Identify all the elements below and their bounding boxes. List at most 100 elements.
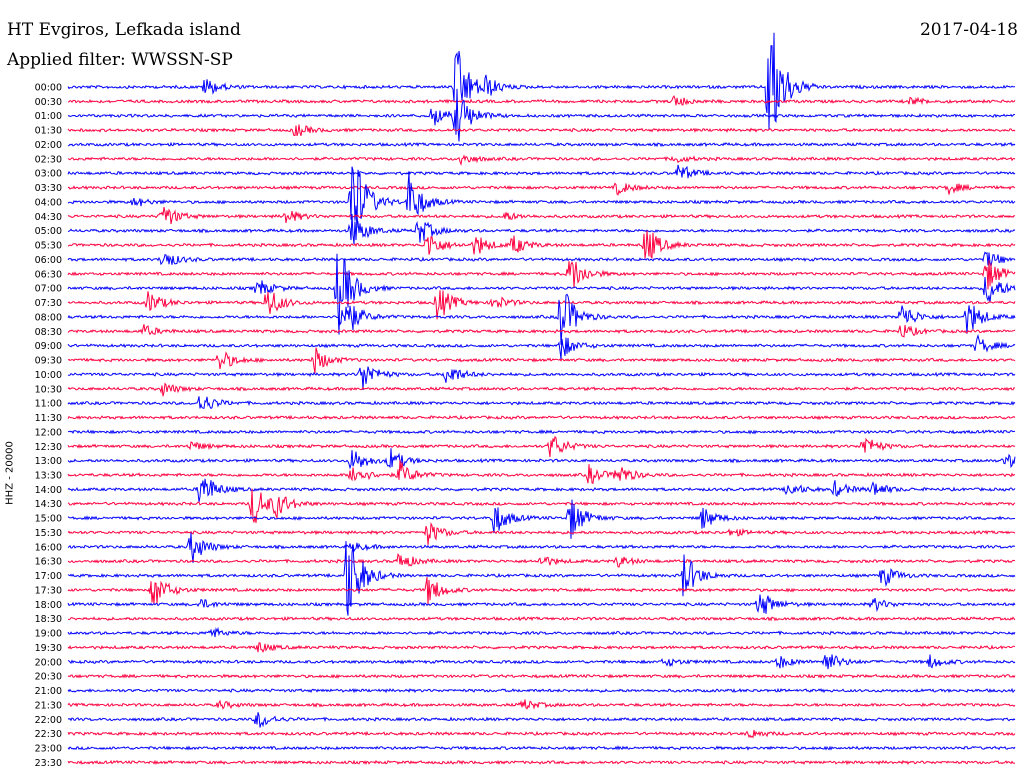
seismic-trace-03:00 [67,164,1016,179]
seismic-trace-15:30 [67,521,1016,545]
date-label: 2017-04-18 [919,20,1018,40]
seismic-trace-12:00 [67,429,1016,435]
seismic-trace-02:00 [67,141,1016,148]
seismic-trace-11:00 [67,396,1016,410]
time-tick-label: 01:30 [35,126,62,137]
time-tick-labels: 00:00 00:30 01:00 01:30 02:00 02:30 03:00 03:30… [35,83,62,769]
time-tick-label: 07:30 [35,298,62,309]
seismic-trace-08:00 [67,293,1016,345]
time-tick-label: 04:00 [35,197,62,208]
time-tick-label: 06:00 [35,255,62,266]
time-tick-label: 05:30 [35,241,62,252]
time-tick-label: 00:30 [35,97,62,108]
seismic-trace-23:30 [67,759,1016,766]
time-tick-label: 08:00 [35,312,62,323]
seismic-trace-21:30 [67,699,1016,710]
time-tick-label: 07:00 [35,284,62,295]
time-tick-label: 19:30 [35,643,62,654]
time-tick-label: 01:00 [35,111,62,122]
time-tick-label: 05:00 [35,226,62,237]
seismic-trace-14:00 [67,478,1016,503]
time-tick-label: 22:00 [35,715,62,726]
seismic-trace-01:30 [67,124,1016,137]
time-tick-label: 08:30 [35,327,62,338]
time-tick-label: 14:30 [35,499,62,510]
seismic-trace-16:30 [67,553,1016,568]
seismic-trace-17:00 [67,541,1016,616]
time-tick-label: 19:00 [35,629,62,640]
seismic-trace-06:00 [67,251,1016,267]
seismic-trace-17:30 [67,577,1016,606]
time-tick-label: 10:00 [35,370,62,381]
seismic-trace-07:00 [67,253,1016,335]
seismic-trace-04:00 [67,166,1016,228]
time-tick-label: 11:30 [35,413,62,424]
seismic-trace-12:30 [67,435,1016,458]
seismic-trace-05:30 [67,230,1016,259]
seismic-trace-14:30 [67,488,1016,523]
time-tick-label: 13:00 [35,456,62,467]
time-tick-label: 06:30 [35,269,62,280]
seismic-trace-06:30 [67,259,1016,290]
seismic-trace-01:00 [67,88,1016,142]
time-tick-label: 02:00 [35,140,62,151]
seismic-trace-21:00 [67,687,1016,694]
time-tick-label: 18:30 [35,614,62,625]
seismic-trace-22:00 [67,712,1016,728]
seismic-trace-20:00 [67,654,1016,670]
seismic-trace-05:00 [67,213,1016,245]
seismic-trace-09:00 [67,333,1016,360]
seismic-trace-19:00 [67,626,1016,638]
time-tick-label: 02:30 [35,154,62,165]
time-tick-label: 20:00 [35,657,62,668]
filter-label: Applied filter: WWSSN-SP [7,50,233,70]
seismic-trace-04:30 [67,206,1016,225]
time-tick-label: 14:00 [35,485,62,496]
seismic-trace-20:30 [67,673,1016,679]
time-tick-label: 12:00 [35,427,62,438]
seismic-trace-19:30 [67,642,1016,653]
time-tick-label: 03:00 [35,169,62,180]
time-tick-label: 17:00 [35,571,62,582]
time-tick-label: 20:30 [35,672,62,683]
time-tick-label: 16:30 [35,557,62,568]
seismic-trace-18:00 [67,594,1016,614]
time-tick-label: 13:30 [35,470,62,481]
time-tick-label: 00:00 [35,83,62,94]
seismic-trace-11:30 [67,414,1016,421]
time-tick-label: 09:30 [35,356,62,367]
seismic-trace-02:30 [67,154,1016,167]
seismic-trace-22:30 [67,729,1016,739]
time-tick-label: 11:00 [35,399,62,410]
time-tick-label: 22:30 [35,729,62,740]
seismic-trace-00:30 [67,95,1016,106]
seismic-trace-13:00 [67,448,1016,470]
time-tick-label: 09:00 [35,341,62,352]
seismic-trace-10:30 [67,382,1016,397]
time-tick-label: 15:00 [35,514,62,525]
seismic-trace-18:30 [68,615,1016,622]
time-tick-label: 16:00 [35,542,62,553]
time-tick-label: 10:30 [35,384,62,395]
station-title: HT Evgiros, Lefkada island [7,20,241,40]
time-tick-label: 17:30 [35,585,62,596]
seismic-trace-16:00 [67,532,1016,563]
time-tick-label: 23:00 [35,744,62,755]
seismic-trace-08:30 [67,324,1016,338]
seismic-trace-00:00 [67,32,1016,131]
time-tick-label: 12:30 [35,442,62,453]
time-tick-label: 04:30 [35,212,62,223]
time-tick-label: 21:30 [35,700,62,711]
seismic-trace-23:00 [67,745,1016,751]
seismic-traces [67,32,1016,766]
seismic-trace-03:30 [67,182,1016,196]
time-tick-label: 03:30 [35,183,62,194]
time-tick-label: 23:30 [35,758,62,769]
time-tick-label: 21:00 [35,686,62,697]
seismic-trace-09:30 [67,347,1016,374]
time-tick-label: 15:30 [35,528,62,539]
seismic-trace-15:00 [67,499,1015,539]
seismic-trace-13:30 [67,459,1016,485]
seismic-trace-07:30 [67,290,1016,320]
